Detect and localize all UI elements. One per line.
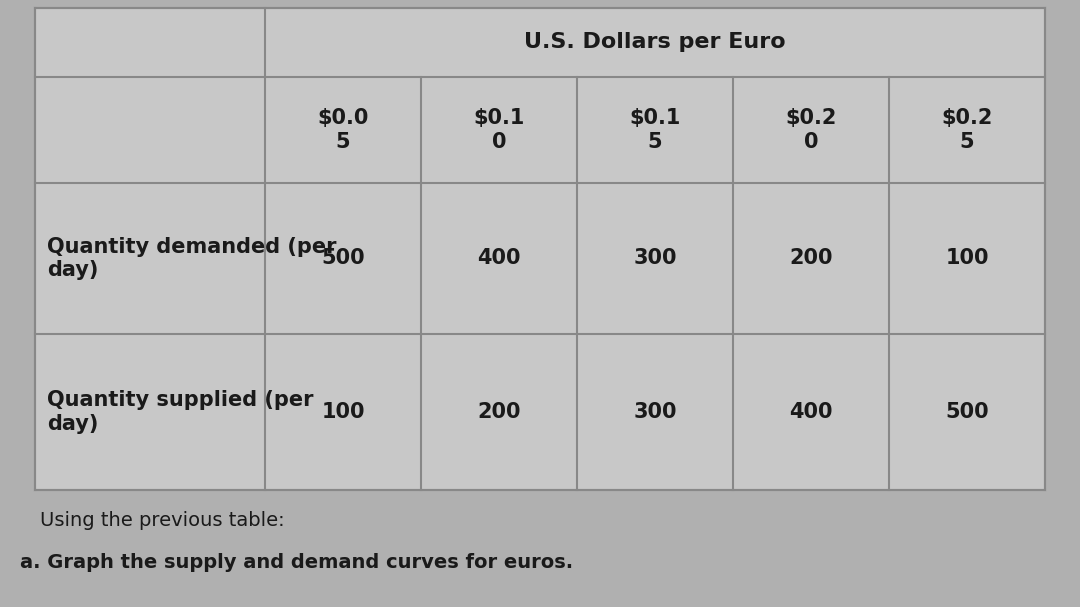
- Text: 100: 100: [321, 402, 365, 422]
- Text: 200: 200: [789, 248, 833, 268]
- Text: $0.1
0: $0.1 0: [473, 109, 525, 152]
- Bar: [35, 8, 1045, 490]
- Text: Using the previous table:: Using the previous table:: [40, 510, 285, 529]
- Text: $0.0
5: $0.0 5: [318, 109, 368, 152]
- Text: 500: 500: [945, 402, 989, 422]
- Text: Quantity supplied (per
day): Quantity supplied (per day): [48, 390, 313, 433]
- Text: 400: 400: [477, 248, 521, 268]
- Text: 500: 500: [321, 248, 365, 268]
- Text: 400: 400: [789, 402, 833, 422]
- Text: a. Graph the supply and demand curves for euros.: a. Graph the supply and demand curves fo…: [21, 552, 573, 572]
- Text: 100: 100: [945, 248, 989, 268]
- Text: 200: 200: [477, 402, 521, 422]
- Text: U.S. Dollars per Euro: U.S. Dollars per Euro: [524, 33, 786, 52]
- Text: Quantity demanded (per
day): Quantity demanded (per day): [48, 237, 337, 280]
- Text: $0.2
5: $0.2 5: [942, 109, 993, 152]
- Text: $0.1
5: $0.1 5: [630, 109, 680, 152]
- Text: $0.2
0: $0.2 0: [785, 109, 837, 152]
- Text: 300: 300: [633, 402, 677, 422]
- Text: 300: 300: [633, 248, 677, 268]
